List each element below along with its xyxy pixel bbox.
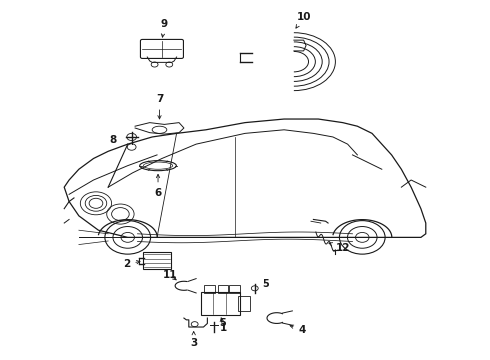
Text: 3: 3 — [190, 332, 197, 348]
Text: 2: 2 — [123, 259, 140, 269]
Text: 4: 4 — [290, 325, 306, 334]
Text: 6: 6 — [154, 174, 162, 198]
Text: 11: 11 — [163, 270, 177, 280]
Text: 5: 5 — [220, 319, 226, 328]
Text: 9: 9 — [161, 19, 168, 37]
Text: 5: 5 — [262, 279, 269, 289]
Text: 12: 12 — [329, 243, 350, 253]
Text: 1: 1 — [220, 318, 227, 333]
Text: 8: 8 — [109, 135, 117, 145]
Text: 7: 7 — [156, 94, 163, 119]
Text: 10: 10 — [296, 12, 311, 28]
